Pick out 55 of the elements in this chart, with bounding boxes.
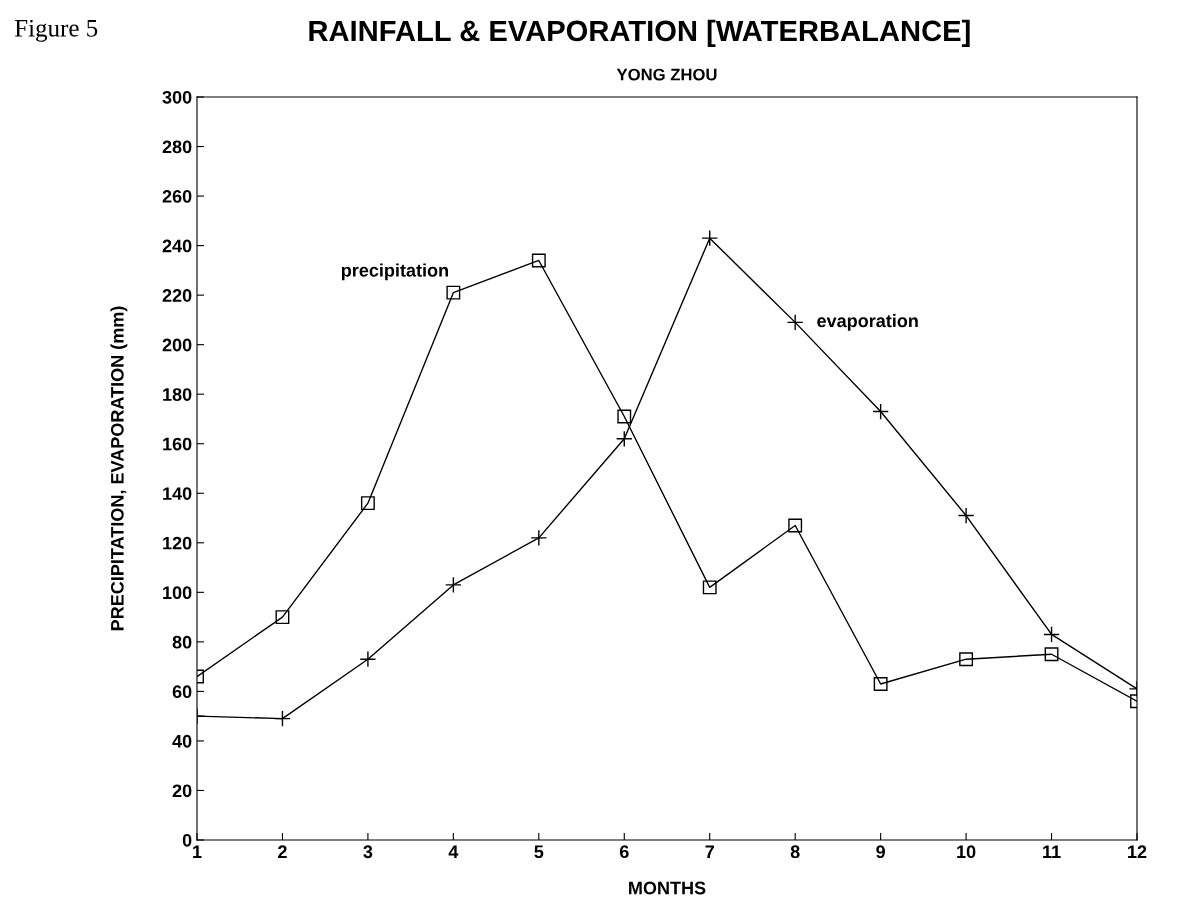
y-tick-label: 220 bbox=[162, 289, 192, 302]
x-tick-label: 8 bbox=[790, 845, 800, 859]
y-tick-label: 0 bbox=[182, 833, 192, 847]
x-tick-label: 9 bbox=[876, 845, 885, 859]
chart-title: RAINFALL & EVAPORATION [WATERBALANCE] bbox=[309, 19, 970, 47]
point bbox=[530, 529, 548, 547]
point bbox=[617, 409, 632, 424]
y-axis-title: PRECIPITATION, EVAPORATION (mm) bbox=[110, 306, 128, 631]
y-tick-label: 160 bbox=[163, 437, 192, 451]
x-tick-label: 7 bbox=[705, 845, 714, 858]
point bbox=[446, 285, 461, 300]
y-tick-label: 60 bbox=[172, 685, 192, 699]
point bbox=[957, 507, 975, 524]
x-tick-label: 2 bbox=[278, 845, 287, 858]
series-label: precipitation bbox=[341, 263, 448, 281]
point bbox=[701, 229, 719, 247]
point bbox=[1044, 647, 1059, 662]
x-tick-label: 6 bbox=[619, 845, 629, 859]
point bbox=[1043, 626, 1060, 643]
y-tick-label: 20 bbox=[172, 784, 192, 798]
series-label: evaporation bbox=[817, 313, 918, 331]
y-tick-label: 100 bbox=[163, 586, 192, 600]
y-tick-label: 80 bbox=[172, 635, 192, 649]
caption: Figure 5 bbox=[14, 19, 98, 42]
x-tick-label: 11 bbox=[1043, 845, 1061, 858]
y-tick-label: 40 bbox=[172, 734, 192, 748]
x-tick-label: 10 bbox=[957, 845, 976, 859]
y-tick-label: 240 bbox=[162, 239, 192, 253]
x-tick-label: 12 bbox=[1128, 845, 1147, 858]
point bbox=[275, 610, 290, 625]
point bbox=[615, 430, 633, 448]
y-tick-label: 140 bbox=[163, 487, 192, 500]
y-tick-label: 280 bbox=[162, 140, 192, 154]
y-tick-label: 180 bbox=[163, 388, 192, 401]
point bbox=[359, 650, 377, 668]
y-tick-label: 200 bbox=[162, 338, 192, 352]
point bbox=[360, 496, 375, 511]
x-tick-label: 1 bbox=[193, 845, 202, 858]
point bbox=[873, 677, 888, 691]
x-tick-label: 5 bbox=[534, 845, 544, 859]
point bbox=[274, 710, 291, 727]
point bbox=[531, 253, 546, 268]
y-tick-label: 300 bbox=[162, 90, 192, 104]
x-axis-title: MONTHS bbox=[629, 881, 706, 895]
y-tick-label: 260 bbox=[162, 190, 192, 203]
point bbox=[445, 576, 462, 594]
chart-subtitle: YONG ZHOU bbox=[616, 68, 717, 81]
point bbox=[872, 403, 889, 420]
point bbox=[786, 314, 804, 331]
point bbox=[788, 518, 803, 533]
point bbox=[702, 580, 717, 595]
y-tick-label: 120 bbox=[163, 536, 192, 550]
x-tick-label: 4 bbox=[448, 845, 459, 858]
x-tick-label: 3 bbox=[363, 845, 373, 859]
point bbox=[959, 652, 974, 667]
